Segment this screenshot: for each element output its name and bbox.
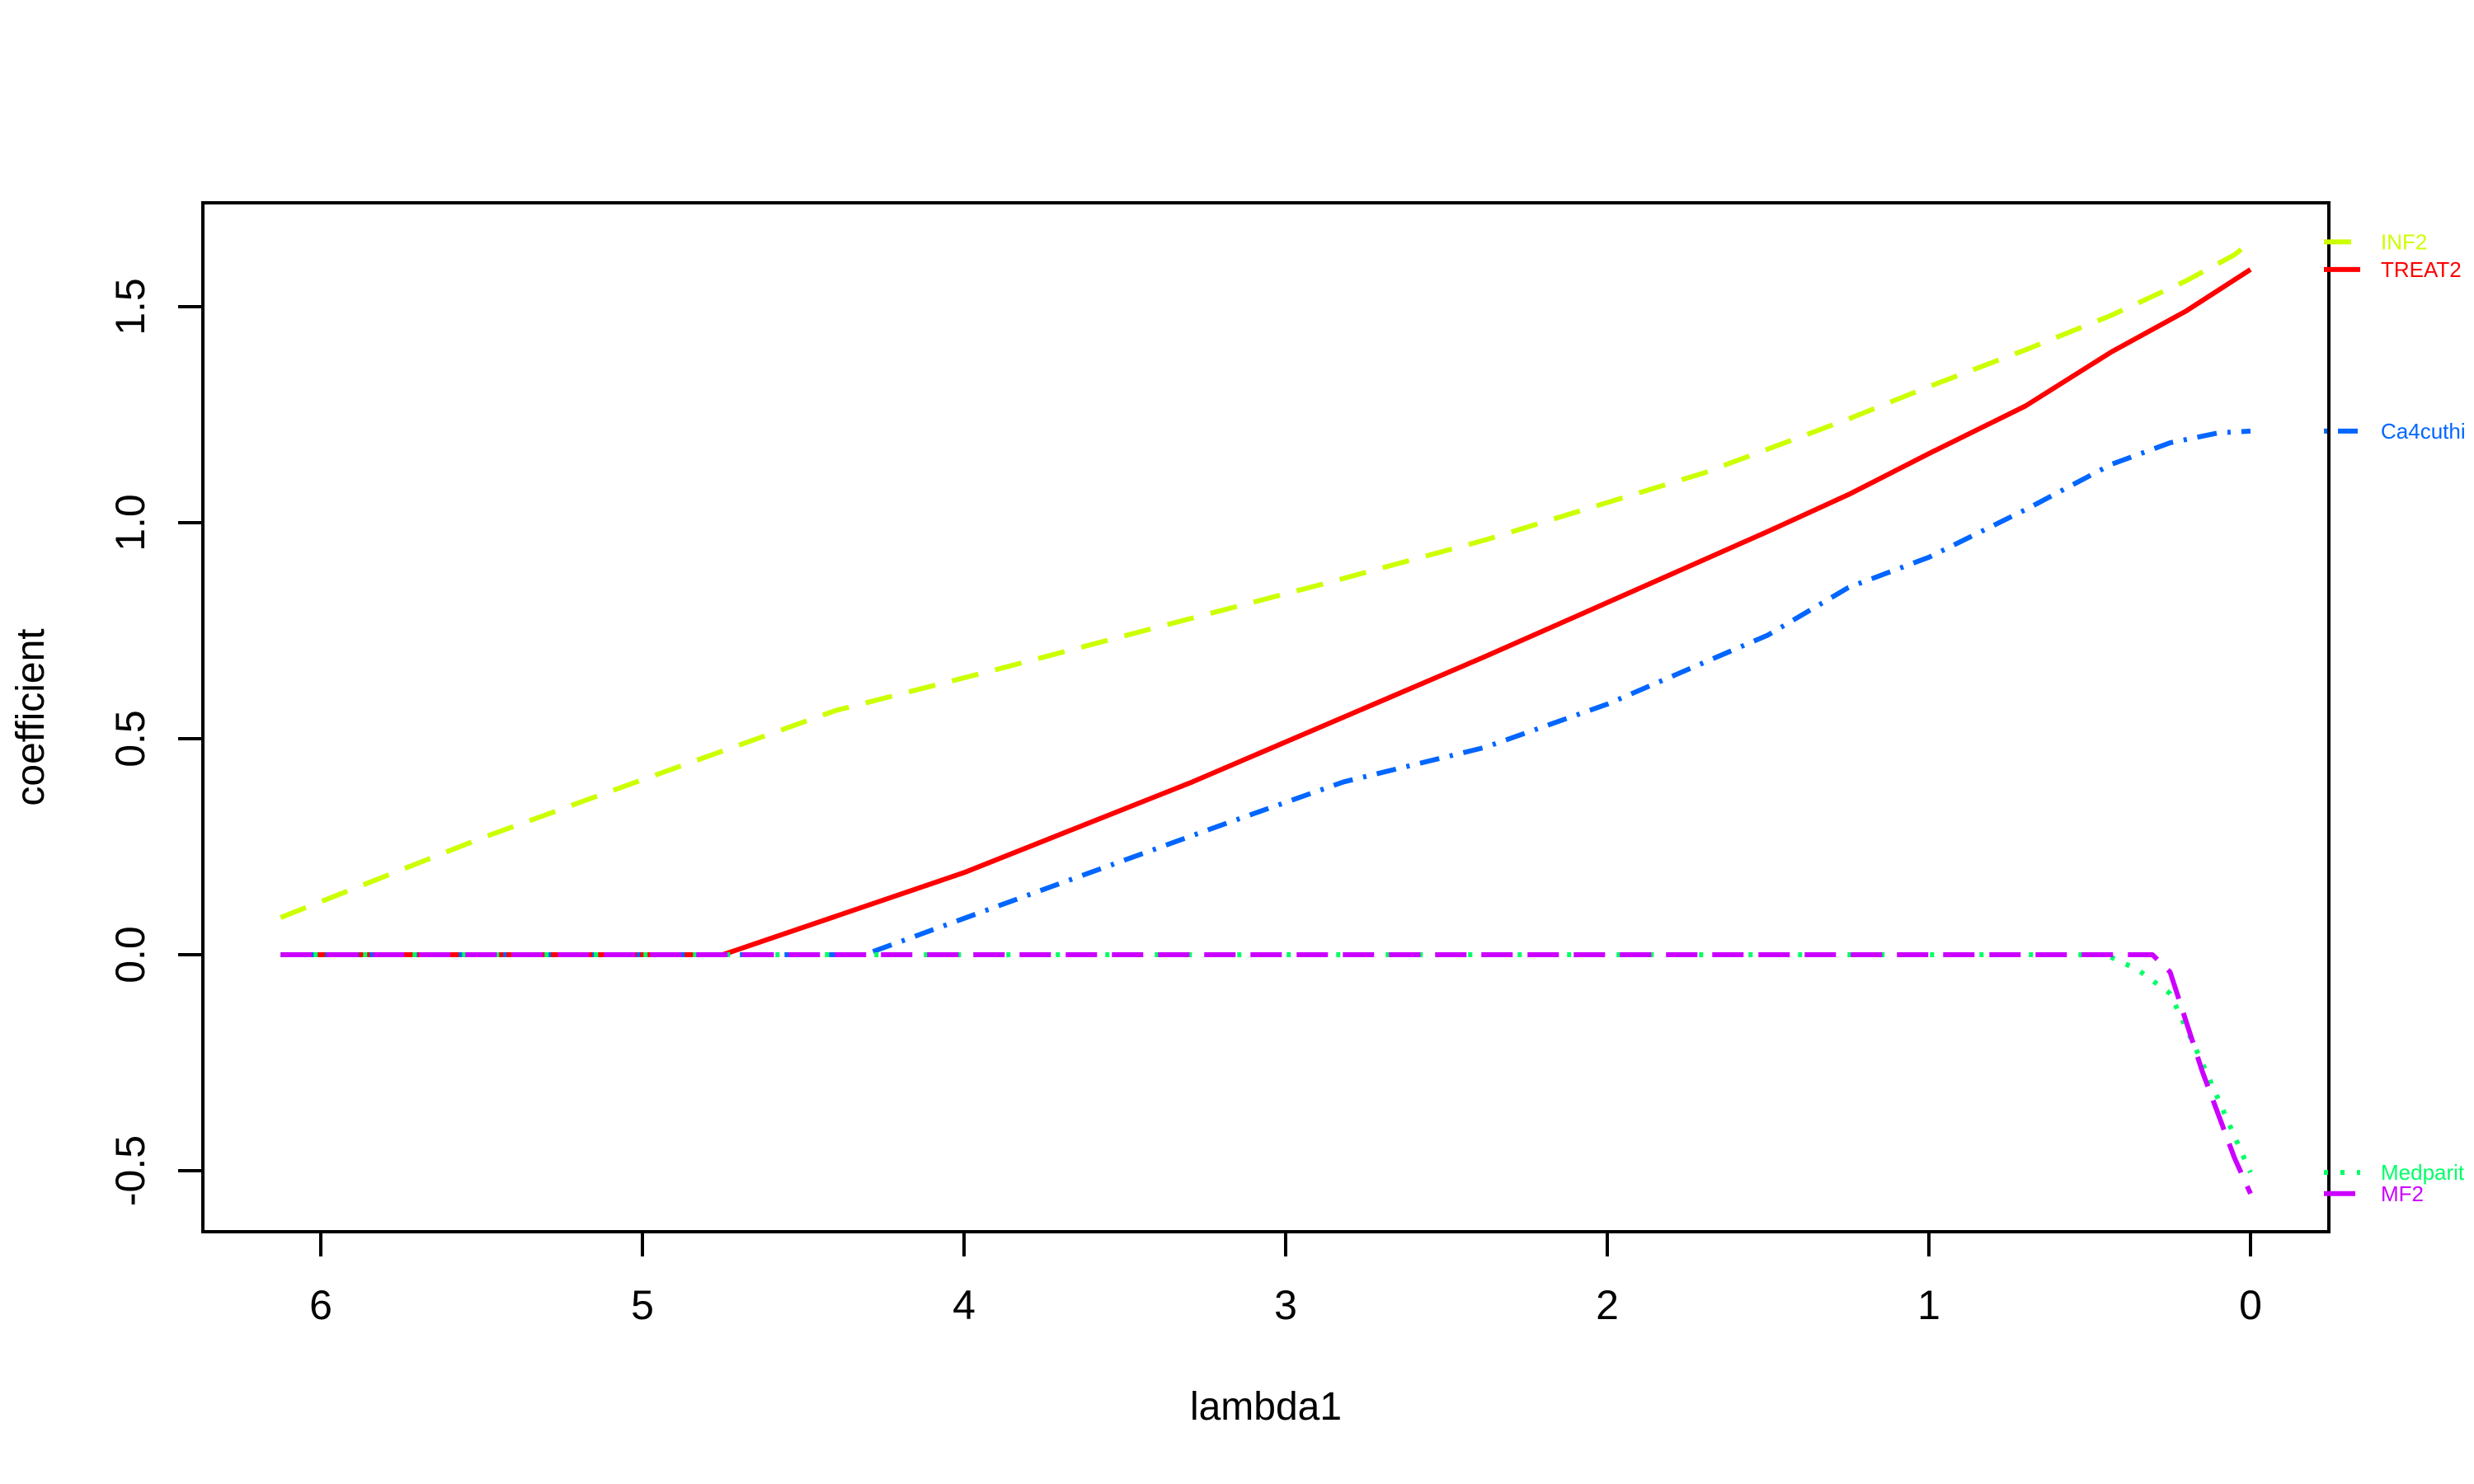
y-tick-label: 0.5 <box>107 710 153 768</box>
y-axis-title: coefficient <box>9 628 53 805</box>
plot-box <box>201 201 2331 1233</box>
legend-label-Ca4cuthi: Ca4cuthi <box>2381 419 2466 444</box>
y-tick-label: -0.5 <box>107 1135 153 1206</box>
legend-label-MF2: MF2 <box>2381 1181 2424 1206</box>
series-line-Ca4cuthi <box>280 428 2251 957</box>
x-tick-label: 5 <box>631 1282 654 1328</box>
x-tick-label: 2 <box>1596 1282 1619 1328</box>
series-lines <box>280 240 2253 1195</box>
y-tick-label: 1.0 <box>107 494 153 552</box>
x-tick-label: 0 <box>2239 1282 2262 1328</box>
series-line-Medparit <box>280 952 2253 1174</box>
legend-label-INF2: INF2 <box>2381 229 2427 254</box>
series-line-TREAT2 <box>280 267 2252 957</box>
series-line-INF2 <box>280 240 2252 920</box>
series-line-MF2 <box>280 952 2253 1195</box>
x-axis-title: lambda1 <box>1190 1385 1342 1429</box>
x-tick-label: 4 <box>952 1282 976 1328</box>
x-tick-label: 1 <box>1917 1282 1940 1328</box>
axis-ticks: 6 5 4 3 2 1 0 -0.5 0.0 0.5 1.0 1.5 <box>107 278 2262 1328</box>
x-tick-label: 6 <box>309 1282 332 1328</box>
legend-label-TREAT2: TREAT2 <box>2381 257 2462 282</box>
x-tick-label: 3 <box>1274 1282 1297 1328</box>
y-tick-label: 0.0 <box>107 926 153 984</box>
legend-label-Medparit: Medparit <box>2381 1160 2465 1185</box>
y-tick-label: 1.5 <box>107 278 153 336</box>
